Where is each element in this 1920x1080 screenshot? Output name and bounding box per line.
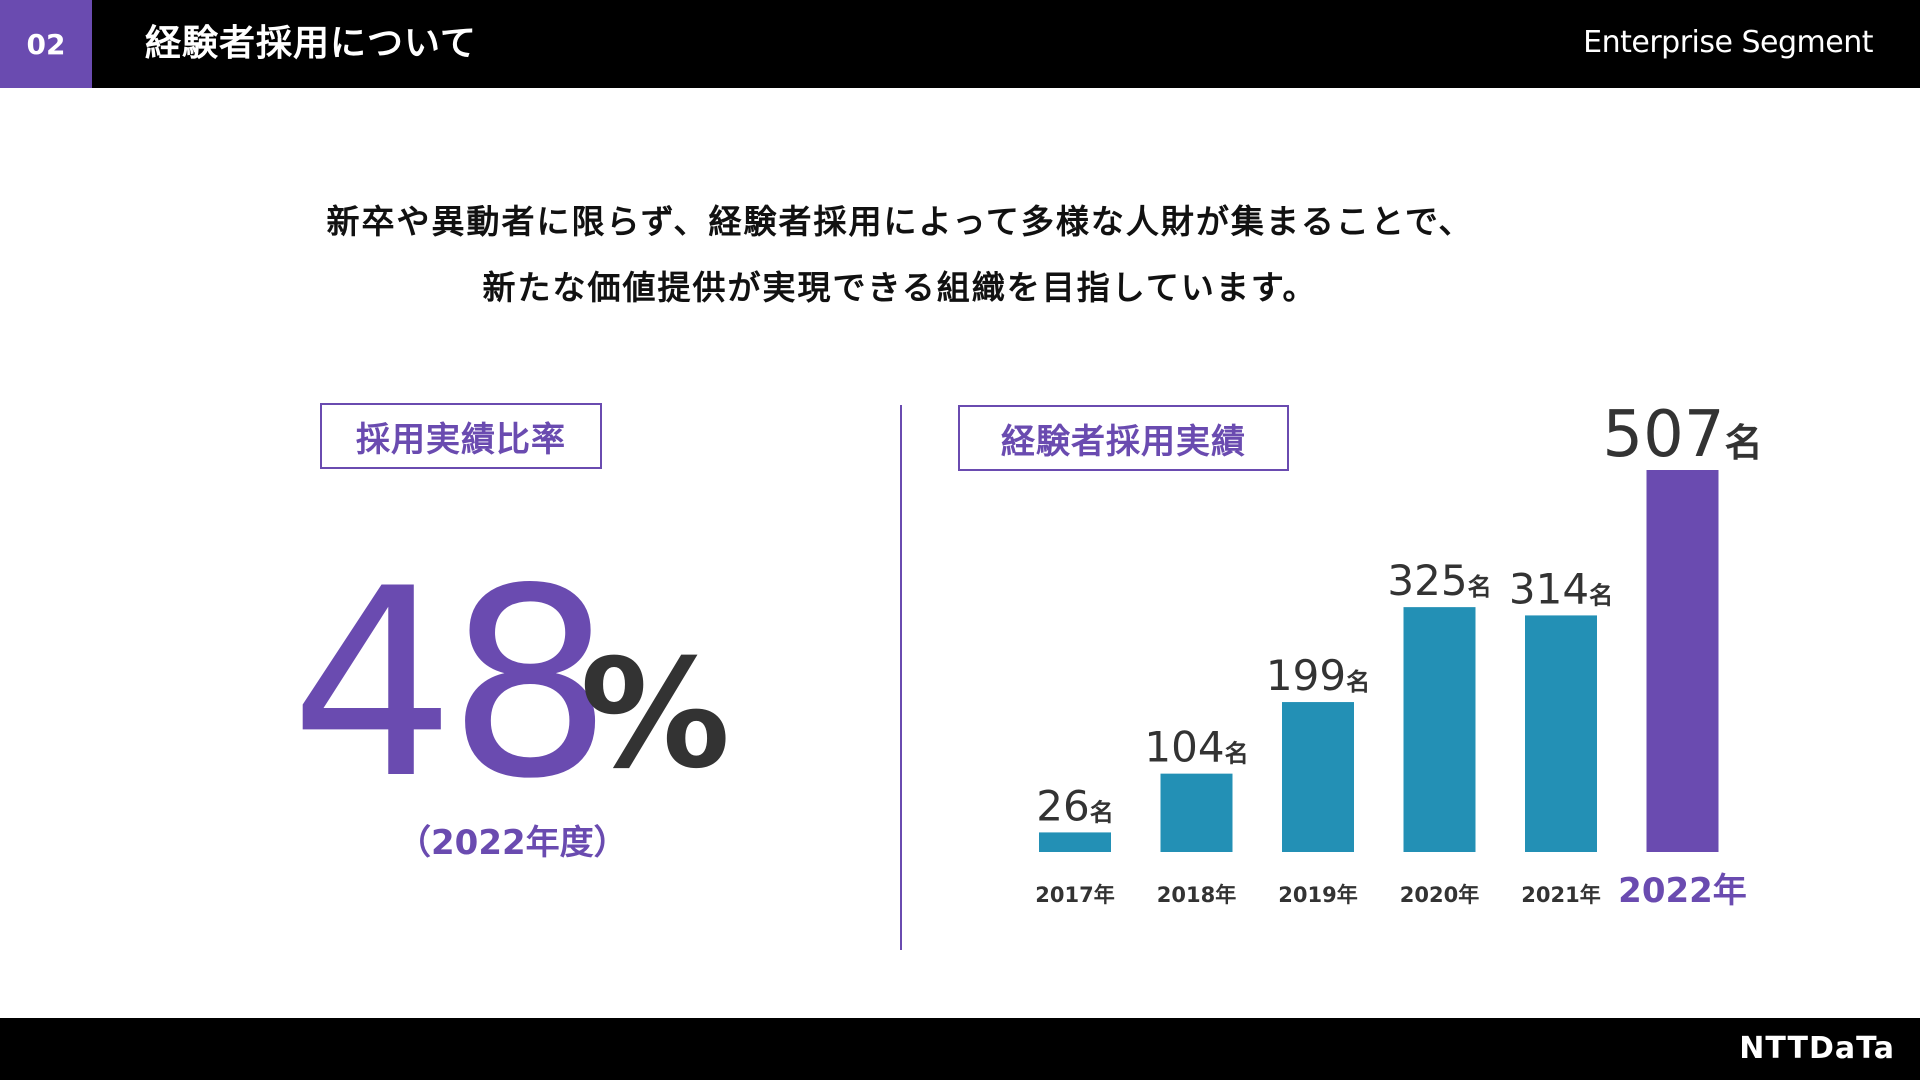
bar-2020年 [1403,607,1476,852]
bar-2021年 [1525,615,1597,852]
header-bar: 02 経験者採用について Enterprise Segment [0,0,1920,88]
lead-text-line1: 新卒や異動者に限らず、経験者採用によって多様な人財が集まることで、 [326,202,1474,241]
category-label-2017年: 2017年 [1035,883,1114,907]
ratio-value: 48 [290,534,613,836]
page-title: 経験者採用について [145,23,477,64]
bar-2018年 [1160,773,1233,852]
value-label-2017年: 26名 [1036,781,1113,830]
value-label-2021年: 314名 [1509,564,1613,613]
category-label-2020年: 2020年 [1400,883,1479,907]
value-label-2022年: 507名 [1602,398,1762,472]
ratio-year-note: （2022年度） [397,823,628,863]
ratio-unit: % [580,628,731,802]
segment-label: Enterprise Segment [1583,25,1873,60]
category-label-2022年: 2022年 [1618,871,1747,911]
section-number: 02 [0,0,92,88]
value-label-2019年: 199名 [1266,651,1370,700]
category-label-2018年: 2018年 [1157,883,1236,907]
section-divider [900,405,902,950]
value-label-2018年: 104名 [1144,723,1248,772]
lead-text-line2: 新たな価値提供が実現できる組織を目指しています。 [482,268,1318,307]
company-logo: NTTDaTa [1739,1031,1895,1066]
results-label: 経験者採用実績 [958,405,1289,471]
category-label-2021年: 2021年 [1521,883,1600,907]
value-label-2020年: 325名 [1387,556,1491,605]
bar-2019年 [1282,702,1354,852]
category-label-2019年: 2019年 [1278,883,1357,907]
bar-2017年 [1039,832,1111,852]
ratio-label: 採用実績比率 [320,403,602,469]
footer-bar: NTTDaTa [0,1018,1920,1080]
bar-2022年 [1646,470,1719,852]
